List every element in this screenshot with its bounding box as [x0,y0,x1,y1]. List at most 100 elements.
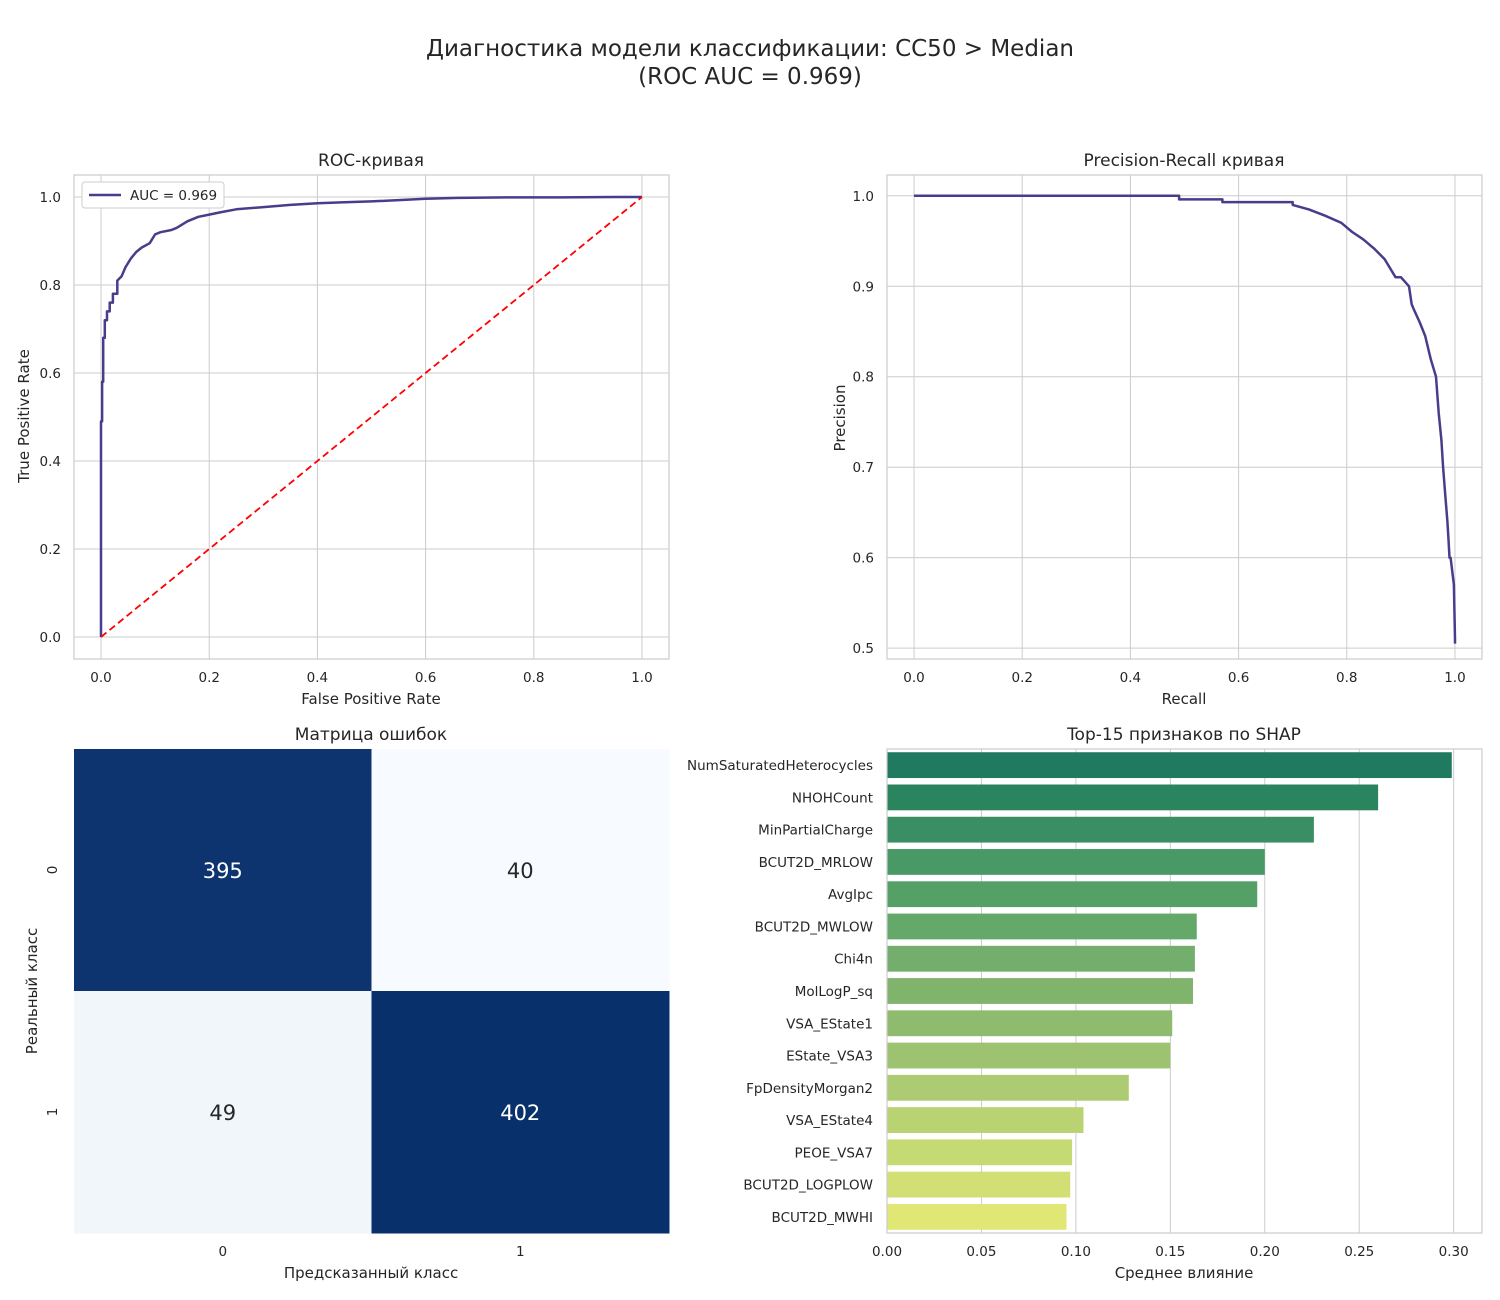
cm-cell-value: 402 [500,1101,540,1125]
roc-plot-frame [73,174,670,660]
shap-x-tick-label: 0.00 [872,1244,902,1260]
shap-feature-label: BCUT2D_MWLOW [755,919,873,935]
pr-y-tick-label: 0.9 [853,279,874,295]
shap-bar [887,945,1195,972]
shap-x-tick-label: 0.20 [1250,1244,1280,1260]
roc-chance-line [100,196,643,638]
shap-bar [887,784,1379,811]
roc-x-axis-label: False Positive Rate [301,690,440,708]
cm-cell-value: 49 [209,1101,236,1125]
pr-y-tick-label: 0.7 [853,460,874,476]
roc-x-tick-label: 1.0 [631,670,652,686]
figure-title-line-1: Диагностика модели классификации: CC50 >… [426,36,1074,62]
roc-legend-box [81,181,225,209]
shap-feature-label: NumSaturatedHeterocycles [687,758,873,774]
roc-x-tick-label: 0.6 [415,670,436,686]
pr-x-axis-label: Recall [1162,690,1207,708]
shap-x-tick-label: 0.15 [1155,1244,1185,1260]
shap-feature-label: FpDensityMorgan2 [746,1081,873,1097]
figure-title-line-2: (ROC AUC = 0.969) [638,64,862,90]
shap-feature-label: PEOE_VSA7 [795,1145,873,1161]
pr-y-tick-label: 0.5 [853,641,874,657]
shap-feature-label: BCUT2D_MWHI [772,1210,873,1226]
precision-recall-chart: Precision-Recall кривая Recall Precision… [831,151,1483,708]
pr-x-tick-label: 1.0 [1444,670,1465,686]
cm-x-tick-label: 1 [516,1244,525,1260]
roc-x-tick-label: 0.0 [90,670,111,686]
shap-feature-label: MolLogP_sq [795,984,873,1000]
shap-x-tick-label: 0.10 [1061,1244,1091,1260]
shap-feature-label: NHOHCount [792,790,873,806]
shap-bar [887,978,1193,1004]
cm-y-tick-label: 0 [45,866,61,875]
cm-x-axis-label: Предсказанный класс [284,1264,458,1282]
shap-title: Top-15 признаков по SHAP [1066,725,1301,745]
shap-bar [887,1042,1171,1069]
pr-x-tick-label: 0.2 [1011,670,1032,686]
cm-y-axis-label: Реальный класс [23,928,41,1054]
confusion-matrix: Матрица ошибок Предсказанный класс Реаль… [23,725,670,1282]
pr-plot-frame [886,174,1483,660]
cm-y-tick-label: 1 [45,1108,61,1117]
shap-bar [887,881,1258,908]
shap-feature-label: AvgIpc [828,887,873,903]
shap-feature-label: BCUT2D_MRLOW [759,855,873,871]
roc-y-tick-label: 0.2 [40,542,61,558]
shap-x-tick-label: 0.05 [966,1244,996,1260]
shap-importance-chart: Top-15 признаков по SHAP Среднее влияние… [687,725,1483,1282]
roc-x-tick-label: 0.4 [307,670,328,686]
roc-y-tick-label: 1.0 [40,190,61,206]
cm-title: Матрица ошибок [295,725,447,745]
roc-y-axis-label: True Positive Rate [15,349,33,484]
cm-cell [74,749,372,992]
roc-curve [99,195,642,637]
shap-x-tick-label: 0.30 [1439,1244,1469,1260]
roc-y-tick-label: 0.6 [40,366,61,382]
pr-x-tick-label: 0.4 [1120,670,1141,686]
shap-plot-frame [886,748,1483,1234]
shap-bar [887,816,1314,843]
roc-y-tick-label: 0.8 [40,278,61,294]
pr-x-tick-label: 0.0 [903,670,924,686]
shap-bar [887,1074,1129,1101]
shap-x-axis-label: Среднее влияние [1115,1264,1254,1282]
roc-x-tick-label: 0.8 [523,670,544,686]
cm-cell [371,991,670,1234]
shap-bar [887,1010,1173,1037]
pr-chart-title: Precision-Recall кривая [1084,151,1285,171]
shap-bar [887,913,1197,940]
shap-feature-label: VSA_EState1 [786,1016,873,1032]
roc-chart-title: ROC-кривая [318,151,424,171]
roc-legend-entry: AUC = 0.969 [130,188,217,204]
cm-x-tick-label: 0 [218,1244,227,1260]
pr-y-tick-label: 1.0 [853,189,874,205]
roc-x-tick-label: 0.2 [198,670,219,686]
cm-cell-value: 40 [507,859,534,883]
pr-x-tick-label: 0.6 [1228,670,1249,686]
pr-y-tick-label: 0.8 [853,370,874,386]
roc-chart: ROC-кривая False Positive Rate True Posi… [15,151,670,708]
shap-bar [887,849,1265,875]
cm-cell-value: 395 [203,859,243,883]
shap-bar [887,1107,1084,1133]
cm-cell [74,991,372,1234]
pr-y-tick-label: 0.6 [853,551,874,567]
roc-y-tick-label: 0.4 [40,454,61,470]
cm-cell [371,749,670,992]
shap-bar [887,1203,1067,1230]
shap-feature-label: BCUT2D_LOGPLOW [743,1178,873,1194]
pr-y-axis-label: Precision [831,385,849,452]
roc-y-tick-label: 0.0 [40,630,61,646]
shap-feature-label: Chi4n [834,952,873,968]
shap-bar [887,1139,1073,1166]
pr-curve [914,194,1457,644]
pr-x-tick-label: 0.8 [1336,670,1357,686]
shap-bar [887,752,1452,779]
shap-feature-label: VSA_EState4 [786,1113,873,1129]
shap-feature-label: MinPartialCharge [758,823,873,839]
shap-bar [887,1171,1071,1198]
shap-feature-label: EState_VSA3 [786,1049,873,1065]
shap-x-tick-label: 0.25 [1344,1244,1374,1260]
roc-legend: AUC = 0.969 [81,181,225,209]
